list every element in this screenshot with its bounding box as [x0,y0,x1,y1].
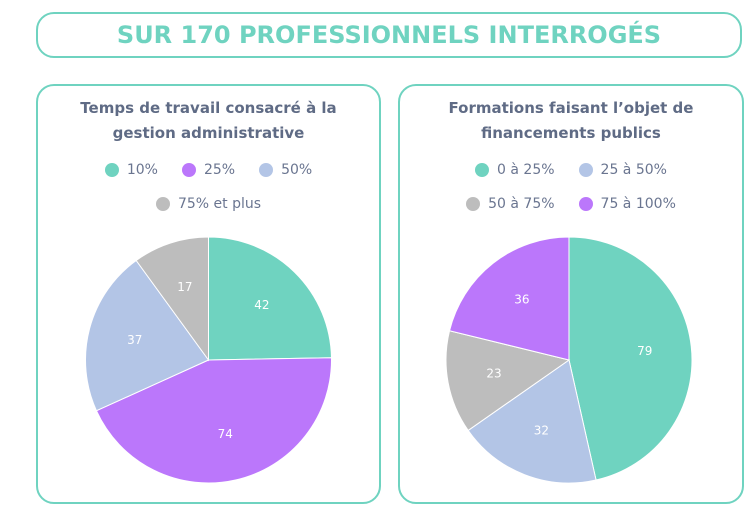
chart-title: Temps de travail consacré à la gestion a… [80,99,337,142]
legend-swatch [181,163,196,177]
pie-slice[interactable] [568,236,693,481]
page-title: SUR 170 PROFESSIONNELS INTERROGÉS [116,21,662,49]
legend-label: 75 à 100% [600,196,676,212]
legend-label: 50% [281,162,313,178]
pie-slice[interactable] [208,236,332,361]
legend-label: 0 à 25% [497,162,555,178]
legend-item[interactable]: 75 à 100% [578,194,676,214]
legend-swatch [466,197,481,211]
legend-swatch [475,163,490,177]
legend-label: 75% et plus [177,196,262,212]
pie-slice[interactable] [85,259,210,412]
legend-item[interactable]: 50% [259,160,312,180]
legend-label: 10% [126,162,158,178]
chart-legend: 0 à 25% 25 à 50% 50 à 75% 75 à 100% [400,160,742,214]
legend-label: 50 à 75% [488,196,555,212]
slice-value-label: 42 [254,298,269,312]
chart-card-work-time: Temps de travail consacré à la gestion a… [36,84,381,504]
legend-swatch [578,163,593,177]
chart-title: Formations faisant l’objet de financemen… [448,99,694,142]
slice-value-label: 74 [218,427,233,441]
legend-item[interactable]: 75% et plus [155,194,262,214]
legend-swatch [578,197,593,211]
pie-slice[interactable] [448,236,570,361]
legend-item[interactable]: 25 à 50% [578,160,667,180]
legend-item[interactable]: 50 à 75% [466,194,555,214]
pie-chart: 79 32 23 36 [445,236,693,484]
slice-value-label: 36 [514,293,529,307]
pie-slice[interactable] [95,357,332,484]
legend-swatch [104,163,119,177]
slice-value-label: 37 [127,333,142,347]
pie-slice[interactable] [445,330,571,432]
pie-chart: 42 74 37 17 [85,236,332,484]
pie-slice[interactable] [135,236,209,362]
slice-value-label: 23 [486,367,501,381]
legend-item[interactable]: 10% [104,160,158,180]
legend-swatch [155,197,170,211]
chart-card-funding: Formations faisant l’objet de financemen… [398,84,744,504]
pie-slice[interactable] [467,359,597,484]
page-header: SUR 170 PROFESSIONNELS INTERROGÉS [36,12,742,58]
legend-label: 25 à 50% [600,162,667,178]
legend-item[interactable]: 0 à 25% [475,160,555,180]
legend-label: 25% [203,162,236,178]
legend-item[interactable]: 25% [181,160,236,180]
slice-value-label: 32 [534,424,549,438]
chart-legend: 10% 25% 50% 75% et plus [38,160,379,214]
slice-value-label: 79 [637,344,652,358]
slice-value-label: 17 [177,280,192,294]
legend-swatch [259,163,274,177]
